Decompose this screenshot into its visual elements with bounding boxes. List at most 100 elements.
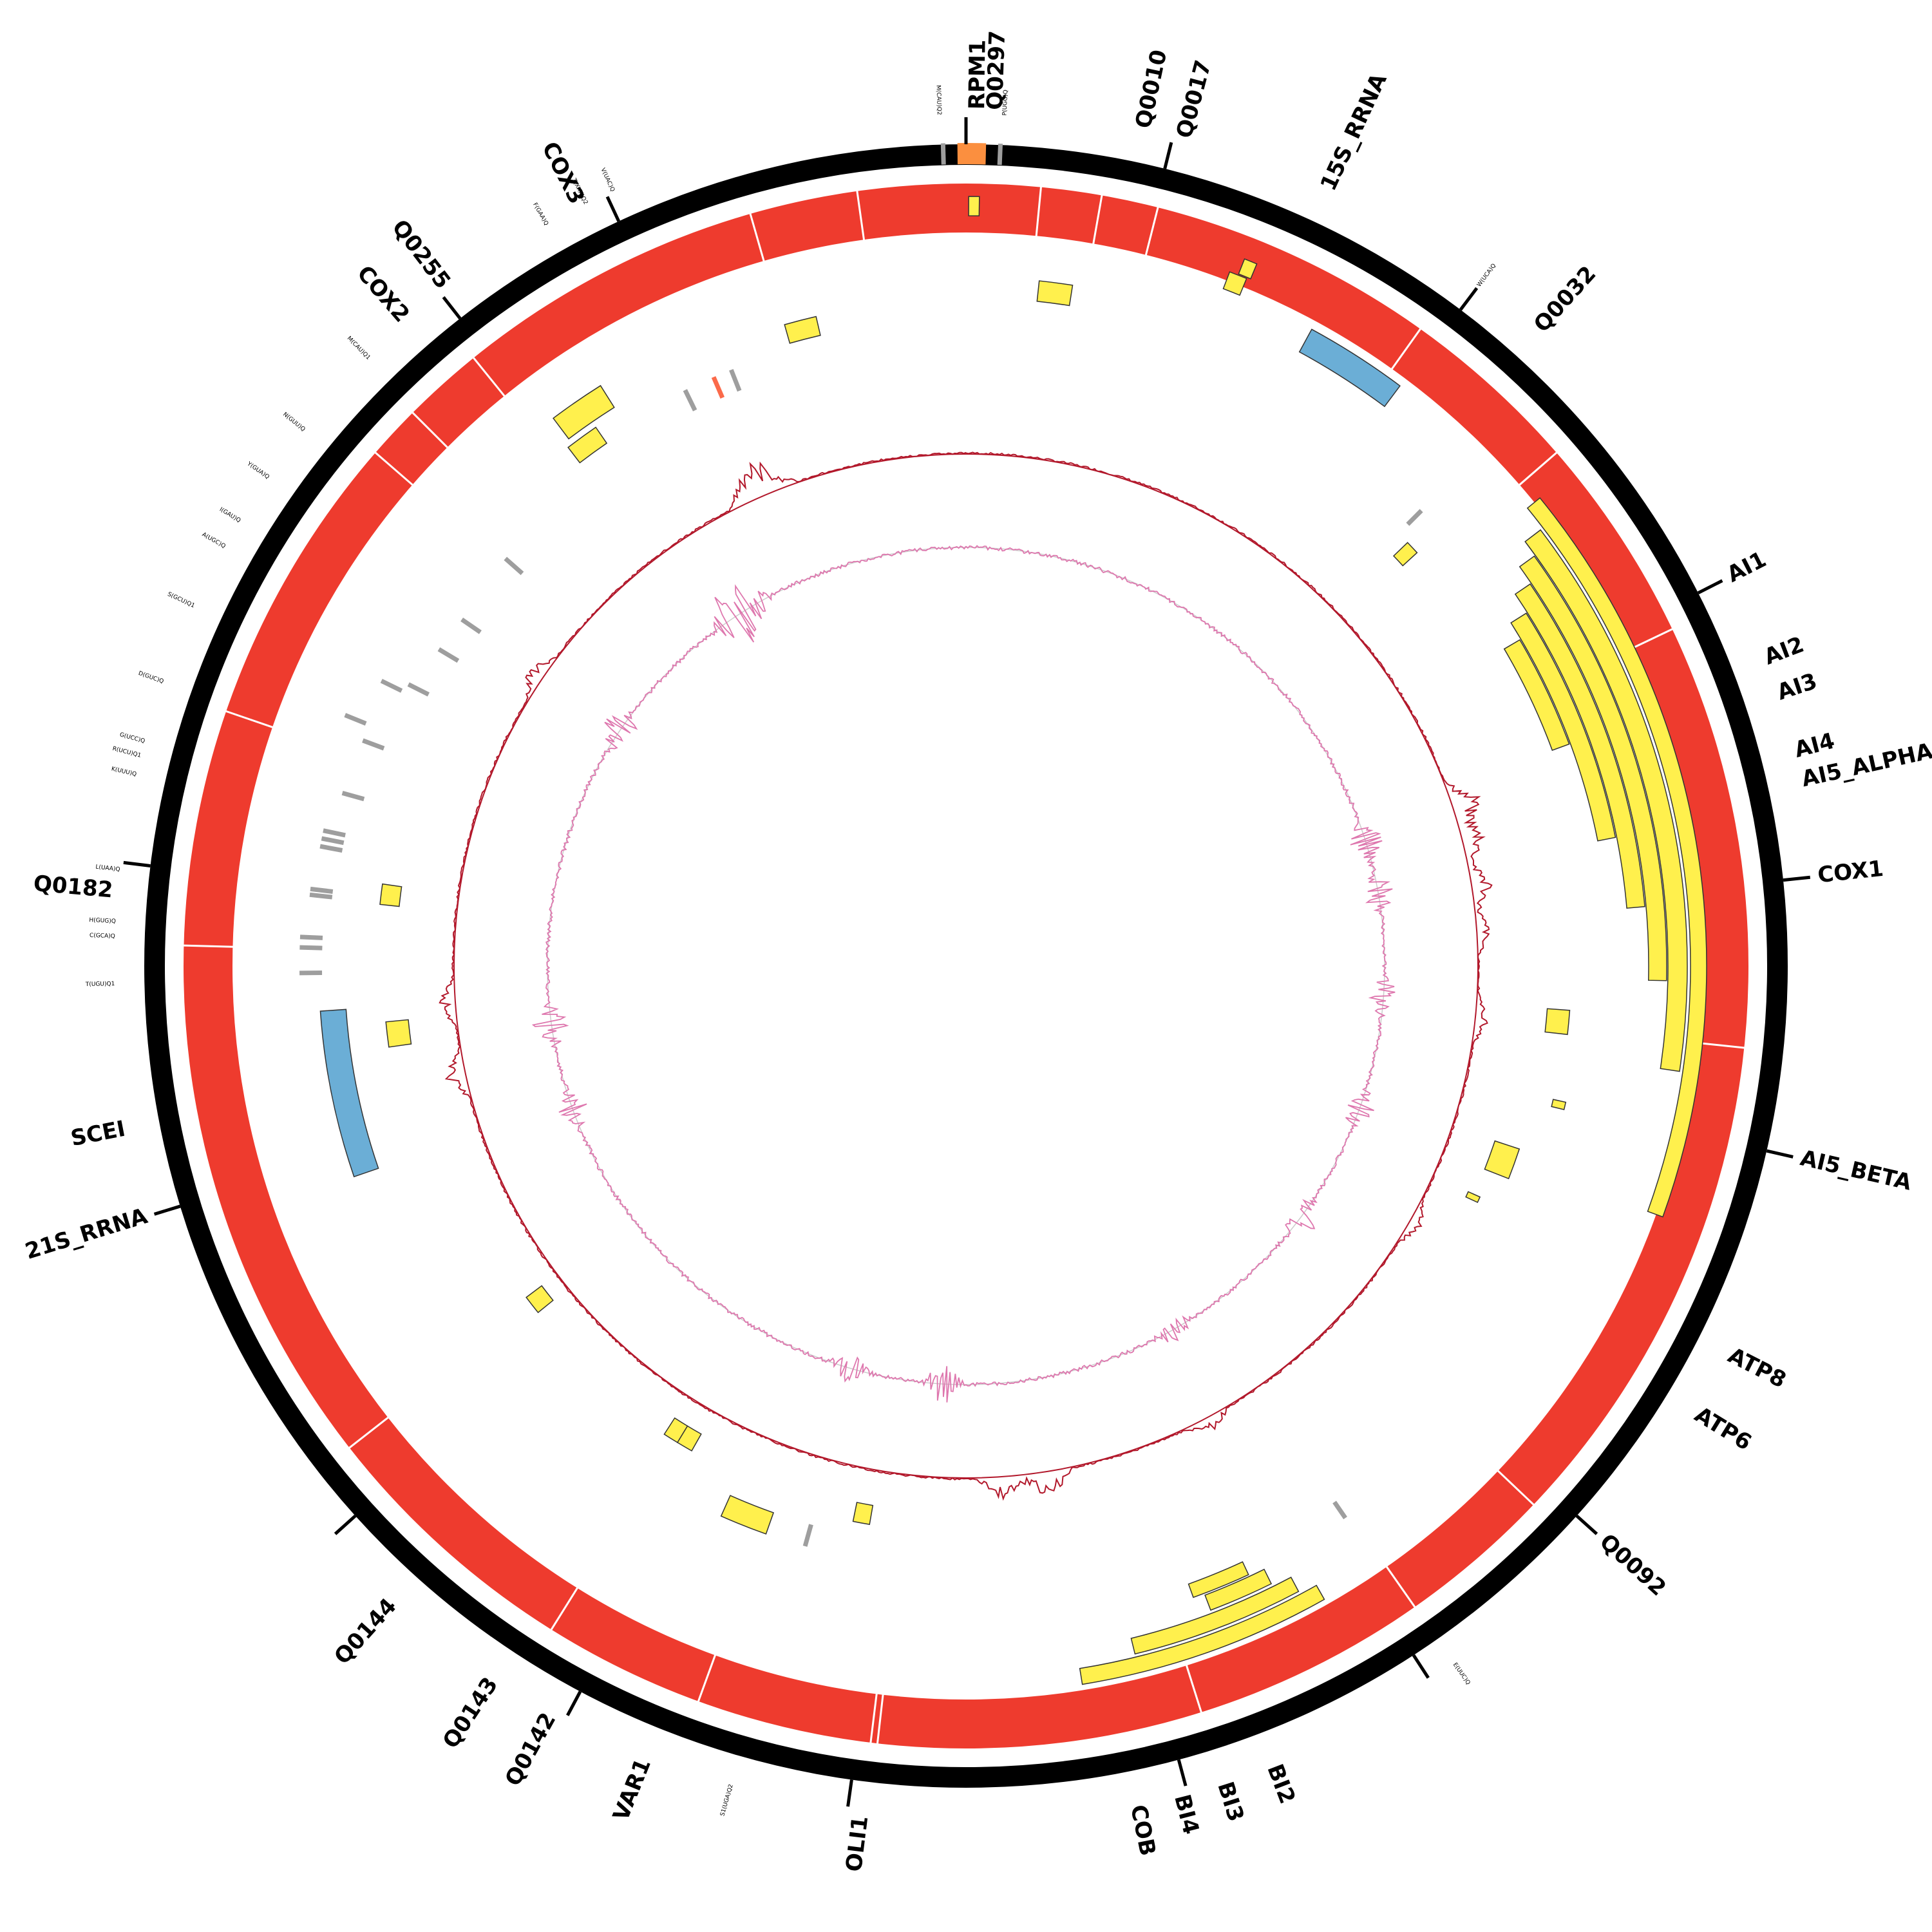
trna-label: M(CAU)Q2 [935, 85, 942, 115]
gene-label: AI2 [1761, 632, 1808, 670]
gene-feature [1503, 639, 1570, 752]
trna-label: A(UGC)Q [201, 531, 227, 549]
gene-feature [567, 426, 608, 464]
gene-label: ATP8 [1724, 1343, 1790, 1394]
gene-feature [1519, 555, 1667, 981]
gene-feature [1392, 542, 1418, 567]
gene-feature [1524, 529, 1688, 1072]
trna-feature [319, 844, 343, 853]
trna-label: L(UAA)Q [95, 864, 120, 873]
gene-feature [1544, 1008, 1571, 1036]
trna-feature [711, 376, 725, 399]
trna-feature [997, 143, 1003, 166]
coverage-gap [1518, 451, 1558, 487]
gene-feature [553, 384, 615, 440]
gene-label: Q0255 [386, 215, 455, 294]
gene-feature [1238, 258, 1258, 279]
tick-marks [123, 117, 1811, 1807]
coverage-gap [1390, 328, 1422, 371]
trna-label: D(GUC)Q [137, 670, 164, 685]
gene-label: Q0092 [1595, 1529, 1671, 1601]
gene-feature [1551, 1099, 1567, 1110]
gene-label: AI1 [1723, 547, 1770, 588]
trna-label: I(GAU)Q [218, 506, 242, 524]
trna-label: S(GCU)Q1 [166, 591, 195, 609]
gene-label: COX2 [352, 261, 414, 328]
tick-mark [1459, 287, 1479, 311]
rrna-feature [319, 1009, 379, 1178]
coverage-gap [1092, 194, 1103, 245]
gene-label: Q0182 [32, 871, 114, 904]
trna-label: E(UUC)Q [1452, 1662, 1472, 1686]
gene-label: SCEI [69, 1116, 128, 1152]
gene-feature [1130, 1577, 1300, 1655]
gene-feature [1514, 583, 1645, 909]
rrna-feature [1298, 328, 1401, 408]
trna-feature [344, 713, 367, 726]
coverage-gap [1385, 1565, 1416, 1608]
gene-feature [1204, 1568, 1273, 1611]
gene-label: AI3 [1774, 668, 1820, 706]
tick-mark [1163, 142, 1173, 169]
gene-feature [1188, 1561, 1249, 1598]
trna-feature [460, 618, 482, 634]
trna-feature [341, 791, 365, 802]
coverage-gap [348, 1416, 390, 1449]
trna-label: H(GUG)Q [89, 917, 116, 925]
feature-track [299, 142, 1707, 1685]
coverage-gaps [183, 186, 1745, 1745]
trna-feature [802, 1524, 813, 1547]
trna-feature [309, 892, 333, 900]
gene-label: OLI1 [841, 1814, 873, 1873]
gene-label: BI3 [1212, 1779, 1249, 1824]
trna-label: S1(UGA)Q2 [719, 1784, 735, 1817]
gene-feature [526, 1285, 554, 1314]
gene-label: Q0144 [329, 1593, 401, 1670]
gene-feature [1222, 271, 1247, 296]
trna-label: R(UCU)Q1 [111, 746, 142, 759]
coverage-gap [749, 213, 766, 263]
gc-content-track [531, 545, 1396, 1403]
gene-feature [1484, 1140, 1520, 1180]
coverage-gap [697, 1653, 717, 1703]
gene-feature [1036, 280, 1074, 307]
gene-feature [968, 196, 980, 216]
gc-skew-baseline [453, 453, 1479, 1479]
trna-feature [1332, 1501, 1347, 1520]
gene-label: BI4 [1169, 1792, 1204, 1837]
trna-label: M(CAU)Q1 [346, 336, 372, 361]
coverage-gap [876, 1693, 884, 1745]
trna-feature [299, 945, 323, 951]
gene-feature [1465, 1191, 1481, 1204]
trna-label: F(GAA)Q [531, 202, 549, 227]
coverage-gap [374, 451, 414, 487]
gene-label: AI5_BETA [1798, 1145, 1915, 1196]
gene-label: VAR1 [608, 1755, 656, 1824]
coverage-track [184, 184, 1748, 1748]
tick-mark [123, 860, 151, 867]
trna-feature [1406, 509, 1423, 526]
gene-label: Q0142 [500, 1709, 562, 1790]
gene-label: BI2 [1262, 1761, 1300, 1807]
tick-mark [1177, 1759, 1188, 1786]
trna-label: V(UAC)Q [600, 167, 616, 193]
gene-feature [784, 316, 821, 344]
gene-feature [1510, 612, 1616, 842]
trna-feature [299, 934, 323, 940]
coverage-gap [550, 1586, 579, 1631]
gene-label: Q0032 [1529, 261, 1601, 337]
gene-label: 21S_RRNA [22, 1203, 151, 1265]
trna-feature [362, 738, 385, 751]
gene-label: AI4 [1792, 728, 1837, 762]
trna-labels: M(CAU)Q2 P(UGG)Q W(UCA)Q E(UUC)Q S1(UGA)Q2 T(… [85, 85, 1498, 1817]
gene-label: COX1 [1816, 856, 1884, 888]
gene-feature [1079, 1584, 1325, 1685]
coverage-gap [472, 357, 506, 398]
gene-feature [385, 1019, 412, 1048]
trna-label: T(UGU)Q1 [85, 981, 115, 988]
trna-label: W(UCA)Q [1476, 263, 1497, 289]
trna-label: G(UCC)Q [119, 732, 146, 744]
tick-mark [1766, 1149, 1794, 1159]
